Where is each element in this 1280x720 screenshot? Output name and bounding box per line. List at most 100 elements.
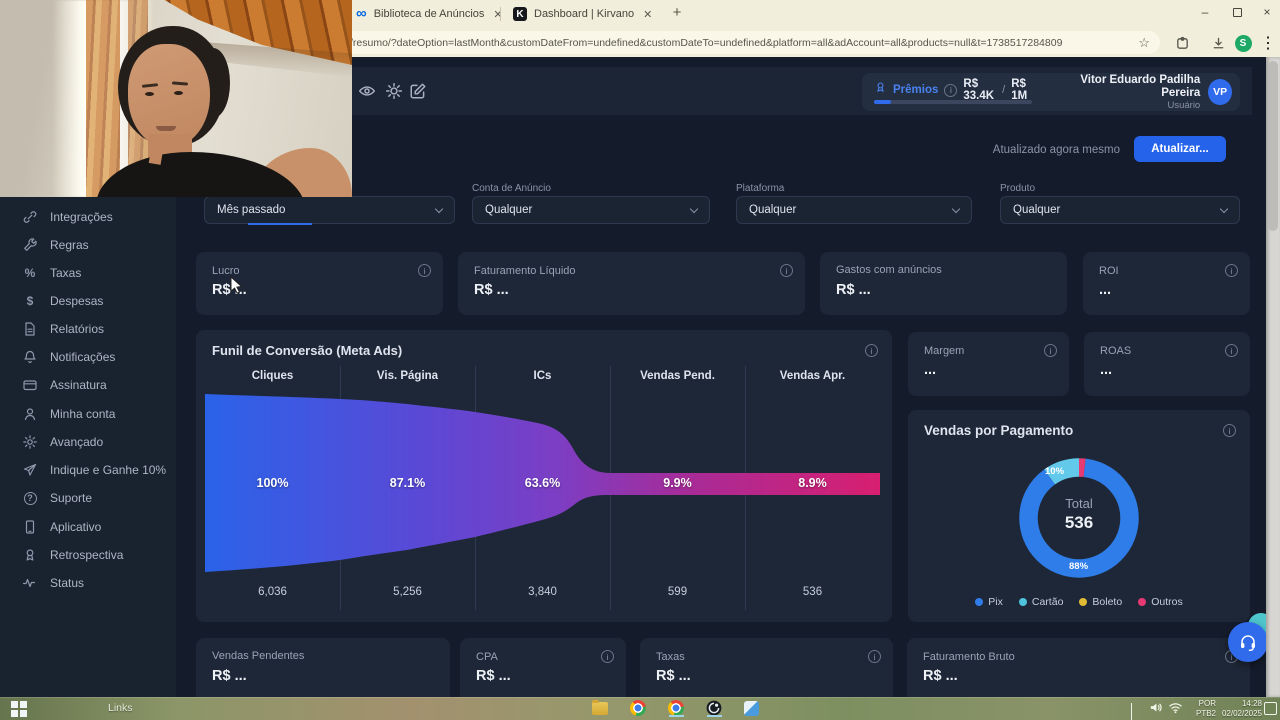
info-icon[interactable] <box>1225 344 1238 357</box>
edit-icon[interactable] <box>409 82 427 100</box>
info-icon[interactable] <box>601 650 614 663</box>
filter-select-produto[interactable]: Qualquer <box>1000 196 1240 224</box>
card-title: Margem <box>924 344 965 357</box>
close-icon[interactable]: ✕ <box>643 8 653 21</box>
outros-dot-icon <box>1138 598 1147 606</box>
sidebar-item-label: Avançado <box>50 435 104 449</box>
download-icon[interactable] <box>1208 33 1228 53</box>
filter-select-plataforma[interactable]: Qualquer <box>736 196 972 224</box>
select-value: Qualquer <box>1013 204 1061 216</box>
funnel-count: 3,840 <box>528 586 557 598</box>
sidebar-item-assinatura[interactable]: Assinatura <box>0 371 176 399</box>
language-indicator[interactable]: POR PTB2 <box>1188 699 1216 718</box>
card-title: Faturamento Bruto <box>923 650 1015 663</box>
filter-select-periodo[interactable]: Mês passado <box>204 196 455 224</box>
taskbar-links-toolbar[interactable]: Links <box>108 702 133 714</box>
info-icon[interactable] <box>418 264 431 277</box>
info-icon[interactable] <box>1223 424 1236 437</box>
funnel-col-label: Vendas Pend. <box>640 370 715 382</box>
file-explorer-icon[interactable] <box>592 700 609 717</box>
card-value: R$ ... <box>923 668 958 684</box>
refresh-button[interactable]: Atualizar... <box>1134 136 1226 162</box>
card-value: R$ ... <box>656 668 691 684</box>
funnel-col-label: ICs <box>533 370 552 382</box>
total-label: Total <box>1065 496 1093 511</box>
card-value: R$ ... <box>474 282 509 298</box>
window-close-button[interactable]: × <box>1263 5 1271 19</box>
info-icon[interactable] <box>944 83 958 97</box>
sidebar-item-integracoes[interactable]: Integrações <box>0 203 176 231</box>
extension-badge[interactable]: S <box>1233 33 1253 53</box>
card-roi: ROI ... <box>1083 252 1250 315</box>
tab-title: Biblioteca de Anúncios <box>373 8 485 20</box>
dollar-icon: $ <box>26 294 34 308</box>
window-maximize-button[interactable] <box>1226 4 1248 20</box>
tab-divider <box>500 7 501 21</box>
person-eye <box>145 92 154 96</box>
sidebar-item-minha-conta[interactable]: Minha conta <box>0 400 176 428</box>
info-icon[interactable] <box>1044 344 1057 357</box>
bookmark-star-icon[interactable]: ☆ <box>1138 34 1150 50</box>
tab-biblioteca[interactable]: ∞ Biblioteca de Anúncios ✕ <box>348 0 503 28</box>
new-tab-button[interactable]: + <box>672 4 682 21</box>
legend-outros[interactable]: Outros <box>1138 596 1183 608</box>
scrollbar-thumb[interactable] <box>1268 61 1278 231</box>
sidebar-item-taxas[interactable]: % Taxas <box>0 259 176 287</box>
eye-icon[interactable] <box>358 82 376 100</box>
sidebar-item-indique[interactable]: Indique e Ganhe 10% <box>0 456 176 484</box>
sidebar-item-label: Integrações <box>50 210 113 224</box>
info-icon[interactable] <box>868 650 881 663</box>
notification-center-icon[interactable] <box>1264 700 1280 717</box>
card-margem: Margem ... <box>908 332 1069 396</box>
sidebar-item-aplicativo[interactable]: Aplicativo <box>0 513 176 541</box>
user-menu[interactable]: Vitor Eduardo Padilha Pereira Usuário VP <box>1044 73 1240 111</box>
tab-dashboard[interactable]: K Dashboard | Kirvano ✕ <box>505 0 663 28</box>
clock[interactable]: 14:28 02/02/2025 <box>1220 699 1262 718</box>
card-title: Gastos com anúncios <box>836 264 942 276</box>
avatar: VP <box>1208 79 1232 105</box>
close-icon[interactable]: ✕ <box>493 8 503 21</box>
sidebar-item-relatorios[interactable]: Relatórios <box>0 315 176 343</box>
obs-icon[interactable] <box>706 700 723 717</box>
sidebar-item-status[interactable]: Status <box>0 569 176 597</box>
chrome-icon[interactable] <box>630 700 647 717</box>
start-button[interactable] <box>10 700 27 717</box>
premios-widget[interactable]: Prêmios R$ 33.4K / R$ 1M <box>862 73 1044 111</box>
volume-icon[interactable] <box>1148 700 1165 717</box>
tray-expand-caret-icon[interactable] <box>1126 703 1143 720</box>
info-icon[interactable] <box>1225 264 1238 277</box>
chrome-icon-active[interactable] <box>668 700 685 717</box>
theme-sun-icon[interactable] <box>385 82 403 100</box>
sidebar-item-avancado[interactable]: Avançado <box>0 428 176 456</box>
window-minimize-button[interactable]: – <box>1201 5 1209 19</box>
filter-select-conta[interactable]: Qualquer <box>472 196 710 224</box>
address-field[interactable]: /resumo/?dateOption=lastMonth&customDate… <box>340 31 1160 54</box>
browser-menu-kebab-icon[interactable]: ⋮ <box>1260 35 1276 52</box>
card-title: Taxas <box>656 650 685 663</box>
info-icon[interactable] <box>780 264 793 277</box>
card-value: ... <box>1100 362 1113 378</box>
info-icon[interactable] <box>865 344 878 357</box>
person-icon <box>22 406 38 422</box>
app-icon[interactable] <box>744 700 761 717</box>
sidebar-item-notificacoes[interactable]: Notificações <box>0 343 176 371</box>
page-scrollbar[interactable] <box>1266 57 1280 697</box>
legend-pix[interactable]: Pix <box>975 596 1003 608</box>
select-focus-underline <box>248 223 312 225</box>
funnel-pct: 87.1% <box>389 476 426 490</box>
question-glyph: ? <box>23 491 37 505</box>
sidebar-item-regras[interactable]: Regras <box>0 231 176 259</box>
donut-cartao-pct: 10% <box>1045 466 1065 477</box>
payments-card: Vendas por Pagamento 10% 88% Total 536 <box>908 410 1250 622</box>
sidebar-item-despesas[interactable]: $ Despesas <box>0 287 176 315</box>
sidebar-item-suporte[interactable]: ? Suporte <box>0 484 176 512</box>
legend-boleto[interactable]: Boleto <box>1079 596 1122 608</box>
support-chat-button[interactable] <box>1228 622 1268 662</box>
sidebar-item-retrospectiva[interactable]: Retrospectiva <box>0 541 176 569</box>
bell-icon <box>22 349 38 365</box>
legend-label: Outros <box>1151 596 1183 608</box>
network-wifi-icon[interactable] <box>1168 700 1185 717</box>
extension-icon[interactable] <box>1172 33 1192 53</box>
legend-cartao[interactable]: Cartão <box>1018 596 1063 608</box>
payments-donut-chart: 10% 88% Total 536 <box>1011 450 1147 586</box>
